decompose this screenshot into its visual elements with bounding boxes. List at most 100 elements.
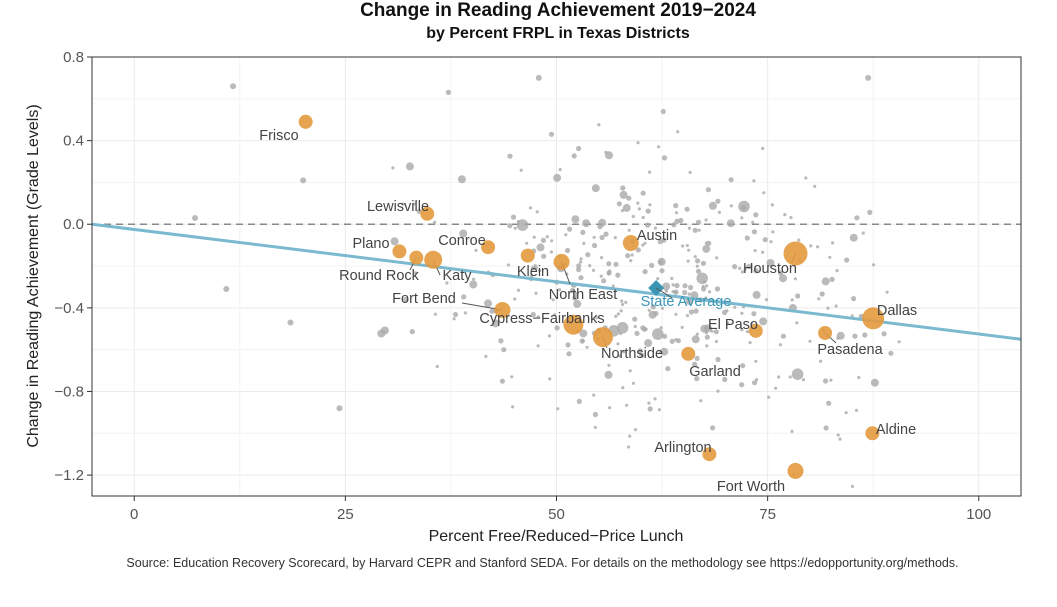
district-point — [670, 276, 674, 281]
district-point — [603, 231, 609, 237]
district-point — [778, 270, 784, 276]
district-point — [593, 425, 597, 429]
district-point — [579, 329, 588, 338]
district-point — [613, 261, 619, 267]
district-point — [685, 314, 690, 318]
district-point — [826, 400, 832, 406]
district-point — [624, 300, 628, 304]
district-point — [674, 218, 680, 224]
district-point — [823, 378, 829, 384]
district-point — [708, 290, 712, 294]
district-point — [660, 306, 665, 310]
district-point — [753, 212, 759, 218]
district-point — [795, 293, 801, 299]
district-point — [601, 278, 607, 284]
district-point — [857, 375, 861, 380]
highlight-point-15 — [862, 307, 885, 330]
district-point — [834, 304, 838, 308]
district-point — [836, 336, 840, 340]
district-point — [287, 319, 294, 326]
district-label: Plano — [352, 236, 389, 252]
district-label: Pasadena — [817, 342, 883, 358]
district-point — [705, 187, 712, 193]
district-point — [823, 425, 829, 431]
district-point — [777, 375, 781, 379]
highlight-point-6 — [520, 248, 535, 263]
district-point — [616, 201, 623, 207]
district-point — [192, 214, 199, 221]
district-point — [631, 381, 636, 385]
district-point — [548, 377, 552, 381]
district-point — [656, 277, 660, 281]
district-point — [686, 259, 690, 263]
district-point — [585, 252, 591, 258]
district-point — [850, 484, 855, 488]
district-point — [700, 260, 707, 266]
district-point — [591, 268, 596, 272]
district-point — [695, 258, 701, 264]
district-point — [525, 241, 529, 245]
district-point — [702, 244, 711, 253]
district-point — [631, 214, 635, 219]
district-point — [636, 141, 640, 145]
district-point — [674, 211, 679, 215]
district-point — [580, 229, 586, 235]
highlight-point-12 — [592, 327, 613, 348]
district-point — [530, 311, 536, 318]
district-point — [778, 343, 783, 347]
district-point — [513, 297, 517, 301]
district-point — [445, 281, 449, 285]
district-point — [770, 203, 775, 207]
district-point — [592, 411, 599, 418]
district-point — [628, 369, 632, 373]
district-point — [409, 329, 415, 335]
district-label: Katy — [442, 268, 472, 284]
district-point — [412, 202, 416, 206]
district-point — [551, 298, 555, 302]
district-point — [752, 380, 758, 386]
district-point — [538, 268, 542, 273]
district-point — [564, 233, 568, 237]
district-point — [573, 299, 582, 308]
district-point — [571, 153, 577, 159]
district-point — [897, 340, 901, 344]
district-point — [826, 306, 830, 310]
district-point — [635, 247, 641, 253]
district-point — [592, 235, 596, 239]
district-point — [533, 264, 537, 268]
district-point — [620, 299, 624, 303]
district-point — [578, 275, 584, 281]
district-point — [579, 257, 583, 261]
highlight-point-8 — [553, 253, 570, 270]
district-point — [642, 269, 648, 275]
highlight-point-18 — [865, 426, 880, 441]
highlight-point-13 — [748, 323, 763, 338]
district-point — [682, 289, 688, 296]
highlight-point-0 — [298, 114, 313, 129]
district-label: Klein — [517, 264, 549, 280]
district-point — [558, 168, 562, 172]
district-point — [540, 237, 547, 243]
district-point — [697, 228, 701, 232]
district-point — [566, 351, 572, 357]
district-point — [862, 332, 868, 338]
district-point — [870, 378, 879, 387]
district-point — [673, 203, 679, 209]
district-point — [565, 342, 571, 348]
district-point — [740, 216, 744, 220]
district-point — [647, 401, 651, 405]
highlighted-districts — [298, 114, 885, 479]
district-point — [625, 403, 629, 407]
district-point — [459, 229, 468, 238]
district-label: Frisco — [259, 128, 298, 144]
district-point — [644, 327, 648, 331]
district-point — [739, 382, 745, 388]
district-label: Northside — [601, 346, 663, 362]
district-point — [790, 298, 794, 302]
y-tick-label: −1.2 — [54, 467, 84, 484]
district-point — [746, 263, 752, 270]
district-point — [702, 280, 707, 284]
district-point — [766, 259, 775, 267]
district-point — [771, 230, 775, 234]
district-point — [740, 270, 745, 274]
